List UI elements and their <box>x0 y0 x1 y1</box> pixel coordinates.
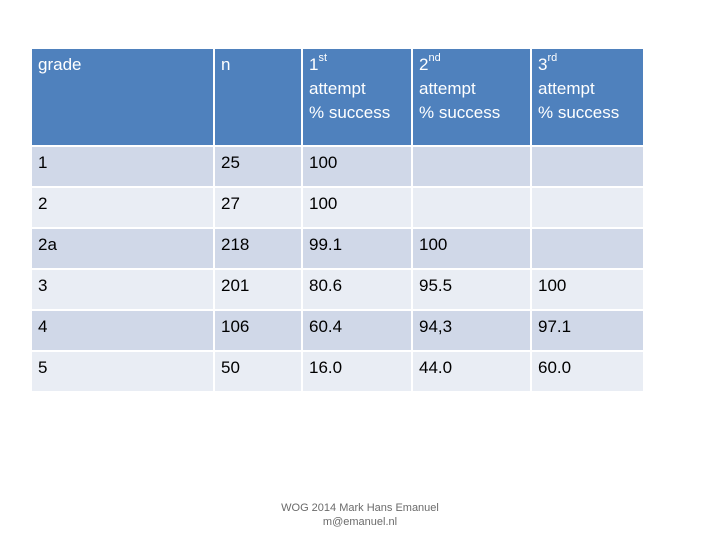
cell-grade: 5 <box>30 350 215 393</box>
header-2nd-attempt: 2nd attempt % success <box>411 47 532 147</box>
cell-n: 106 <box>213 309 303 352</box>
header-text: attempt <box>309 79 366 98</box>
cell-2nd-attempt <box>411 145 532 188</box>
header-text: n <box>221 55 231 74</box>
table-row: 2a 218 99.1 100 <box>30 227 645 270</box>
ordinal-number: 1 <box>309 55 319 74</box>
header-text: % success <box>538 103 620 122</box>
cell-2nd-attempt: 100 <box>411 227 532 270</box>
cell-3rd-attempt: 60.0 <box>530 350 645 393</box>
cell-n: 50 <box>213 350 303 393</box>
table-header-row: grade n 1st attempt % success 2nd attemp… <box>30 47 645 147</box>
cell-grade: 4 <box>30 309 215 352</box>
cell-1st-attempt: 16.0 <box>301 350 413 393</box>
cell-grade: 2a <box>30 227 215 270</box>
header-text: attempt <box>538 79 595 98</box>
header-text: attempt <box>419 79 476 98</box>
header-1st-attempt: 1st attempt % success <box>301 47 413 147</box>
cell-n: 25 <box>213 145 303 188</box>
table-row: 4 106 60.4 94,3 97.1 <box>30 309 645 352</box>
header-ordinal: 3rd <box>538 53 643 77</box>
cell-3rd-attempt: 100 <box>530 268 645 311</box>
cell-1st-attempt: 60.4 <box>301 309 413 352</box>
cell-2nd-attempt <box>411 186 532 229</box>
cell-2nd-attempt: 95.5 <box>411 268 532 311</box>
cell-n: 27 <box>213 186 303 229</box>
header-grade: grade <box>30 47 215 147</box>
cell-2nd-attempt: 44.0 <box>411 350 532 393</box>
cell-n: 201 <box>213 268 303 311</box>
table-row: 2 27 100 <box>30 186 645 229</box>
ordinal-suffix: rd <box>547 52 558 64</box>
cell-1st-attempt: 99.1 <box>301 227 413 270</box>
cell-2nd-attempt: 94,3 <box>411 309 532 352</box>
results-table: grade n 1st attempt % success 2nd attemp… <box>30 47 645 393</box>
table-row: 1 25 100 <box>30 145 645 188</box>
table-row: 5 50 16.0 44.0 60.0 <box>30 350 645 393</box>
cell-grade: 1 <box>30 145 215 188</box>
cell-grade: 2 <box>30 186 215 229</box>
cell-3rd-attempt <box>530 145 645 188</box>
ordinal-suffix: nd <box>428 52 441 64</box>
header-3rd-attempt: 3rd attempt % success <box>530 47 645 147</box>
cell-grade: 3 <box>30 268 215 311</box>
cell-1st-attempt: 100 <box>301 186 413 229</box>
footer-author: WOG 2014 Mark Hans Emanuel <box>281 502 439 514</box>
cell-3rd-attempt: 97.1 <box>530 309 645 352</box>
cell-n: 218 <box>213 227 303 270</box>
ordinal-number: 3 <box>538 55 548 74</box>
header-text: grade <box>38 55 82 74</box>
header-ordinal: 2nd <box>419 53 530 77</box>
cell-3rd-attempt <box>530 186 645 229</box>
table-row: 3 201 80.6 95.5 100 <box>30 268 645 311</box>
header-text: % success <box>419 103 501 122</box>
header-ordinal: 1st <box>309 53 411 77</box>
slide-footer: WOG 2014 Mark Hans Emanuel m@emanuel.nl <box>0 501 720 529</box>
cell-1st-attempt: 100 <box>301 145 413 188</box>
ordinal-number: 2 <box>419 55 429 74</box>
header-n: n <box>213 47 303 147</box>
cell-1st-attempt: 80.6 <box>301 268 413 311</box>
header-text: % success <box>309 103 391 122</box>
cell-3rd-attempt <box>530 227 645 270</box>
ordinal-suffix: st <box>318 52 328 64</box>
footer-email: m@emanuel.nl <box>322 516 398 528</box>
